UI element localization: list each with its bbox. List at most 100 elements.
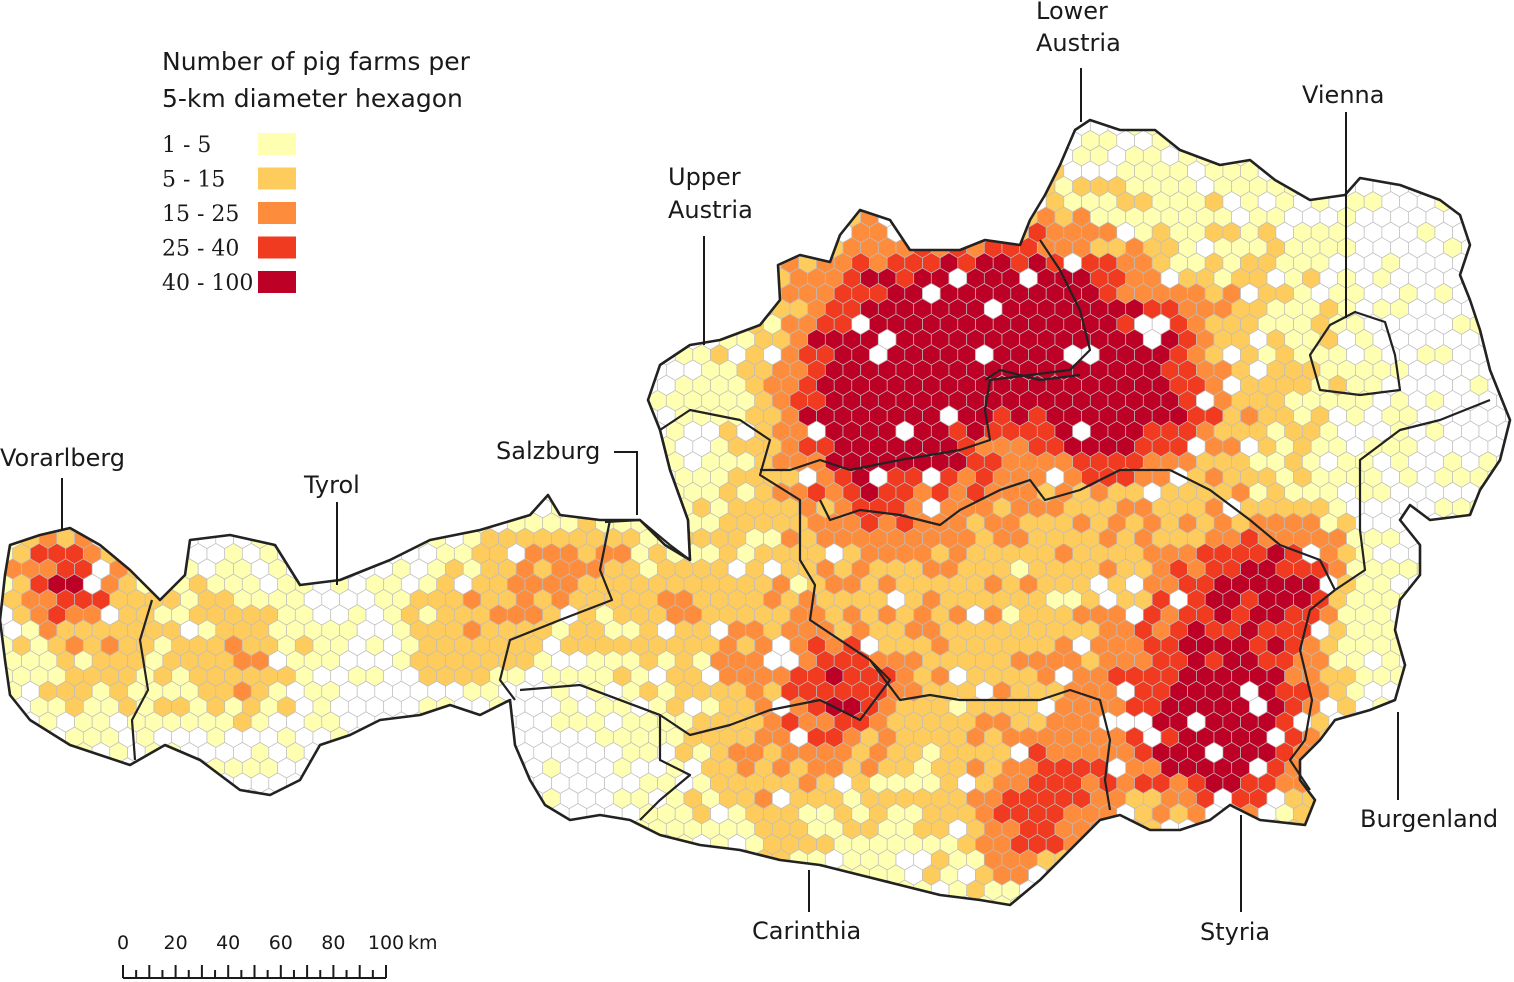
hexagon-cell bbox=[498, 129, 517, 152]
hexagon-cell bbox=[197, 435, 217, 458]
hexagon-cell bbox=[12, 390, 31, 412]
hexagon-cell bbox=[1346, 772, 1365, 794]
hexagon-cell bbox=[498, 221, 517, 244]
hexagon-cell bbox=[1478, 206, 1498, 228]
hexagon-cell bbox=[427, 741, 446, 764]
hexagon-cell bbox=[533, 405, 552, 427]
hexagon-cell bbox=[621, 160, 641, 182]
hexagon-cell bbox=[56, 160, 75, 182]
hexagon-cell bbox=[29, 818, 49, 840]
hexagon-cell bbox=[206, 328, 226, 351]
hexagon-cell bbox=[1178, 120, 1197, 136]
hexagon-cell bbox=[188, 818, 208, 840]
hexagon-cell bbox=[374, 252, 393, 274]
hexagon-cell bbox=[568, 282, 588, 305]
hexagon-cell bbox=[312, 298, 332, 320]
hexagon-cell bbox=[498, 803, 517, 825]
hexagon-cell bbox=[100, 298, 120, 320]
hexagon-cell bbox=[1434, 741, 1453, 764]
hexagon-cell bbox=[109, 191, 128, 213]
hexagon-cell bbox=[1337, 879, 1356, 901]
hexagon-cell bbox=[29, 237, 49, 259]
hexagon-cell bbox=[1293, 129, 1312, 152]
hexagon-cell bbox=[233, 129, 252, 152]
hexagon-cell bbox=[577, 145, 597, 167]
hexagon-cell bbox=[630, 267, 650, 289]
hexagon-cell bbox=[91, 374, 111, 397]
hexagon-cell bbox=[268, 405, 287, 427]
hexagon-cell bbox=[621, 374, 641, 397]
hexagon-cell bbox=[74, 221, 93, 244]
hexagon-cell bbox=[1028, 129, 1047, 152]
hexagon-cell bbox=[127, 160, 146, 182]
hexagon-cell bbox=[1452, 680, 1471, 703]
hexagon-cell bbox=[0, 849, 14, 871]
hexagon-cell bbox=[630, 849, 650, 871]
hexagon-cell bbox=[118, 512, 137, 534]
hexagon-cell bbox=[144, 160, 164, 182]
hexagon-cell bbox=[356, 772, 376, 794]
hexagon-cell bbox=[436, 328, 455, 351]
hexagon-cell bbox=[657, 120, 676, 121]
hexagon-cell bbox=[1028, 894, 1047, 905]
hexagon-cell bbox=[568, 833, 588, 856]
hexagon-cell bbox=[1310, 894, 1330, 905]
hexagon-cell bbox=[153, 481, 173, 504]
hexagon-cell bbox=[886, 894, 906, 905]
hexagon-cell bbox=[489, 818, 508, 840]
hexagon-cell bbox=[621, 864, 641, 886]
hexagon-cell bbox=[1425, 757, 1445, 779]
hexagon-cell bbox=[268, 374, 287, 397]
hexagon-cell bbox=[1275, 129, 1294, 152]
hexagon-cell bbox=[100, 818, 120, 840]
hexagon-cell bbox=[489, 206, 508, 228]
hexagon-cell bbox=[1081, 120, 1100, 121]
hexagon-cell bbox=[259, 120, 279, 136]
hexagon-cell bbox=[268, 833, 287, 856]
hexagon-cell bbox=[153, 328, 173, 351]
hexagon-cell bbox=[1372, 757, 1392, 779]
hexagon-cell bbox=[1505, 772, 1510, 794]
hexagon-cell bbox=[241, 175, 261, 198]
hexagon-cell bbox=[0, 120, 14, 136]
hexagon-cell bbox=[224, 359, 243, 381]
hexagon-cell bbox=[277, 818, 296, 840]
hexagon-cell bbox=[91, 191, 111, 213]
hexagon-cell bbox=[135, 298, 155, 320]
hexagon-cell bbox=[65, 757, 84, 779]
hexagon-cell bbox=[374, 435, 393, 458]
hexagon-cell bbox=[471, 328, 491, 351]
hexagon-cell bbox=[515, 160, 535, 182]
hexagon-cell bbox=[286, 864, 305, 886]
hexagon-cell bbox=[780, 894, 800, 905]
hexagon-cell bbox=[621, 894, 641, 905]
hexagon-cell bbox=[436, 237, 455, 259]
hexagon-cell bbox=[1416, 619, 1436, 641]
hexagon-cell bbox=[135, 328, 155, 351]
hexagon-cell bbox=[745, 282, 764, 305]
hexagon-cell bbox=[109, 803, 128, 825]
hexagon-cell bbox=[462, 894, 482, 905]
hexagon-cell bbox=[498, 466, 517, 488]
hexagon-cell bbox=[427, 864, 446, 886]
hexagon-cell bbox=[1363, 741, 1383, 764]
hexagon-cell bbox=[506, 481, 526, 504]
hexagon-cell bbox=[506, 175, 526, 198]
hexagon-cell bbox=[109, 282, 128, 305]
hexagon-cell bbox=[21, 894, 40, 905]
hexagon-cell bbox=[241, 328, 261, 351]
hexagon-cell bbox=[233, 160, 252, 182]
hexagon-cell bbox=[771, 879, 791, 901]
hexagon-cell bbox=[1461, 145, 1480, 167]
hexagon-cell bbox=[303, 344, 323, 366]
hexagon-cell bbox=[1240, 833, 1259, 856]
hexagon-cell bbox=[3, 405, 22, 427]
hexagon-cell bbox=[807, 120, 826, 136]
hexagon-cell bbox=[224, 420, 243, 442]
hexagon-cell bbox=[1160, 879, 1180, 901]
hexagon-cell bbox=[1496, 206, 1510, 228]
hexagon-cell bbox=[1302, 757, 1321, 779]
hexagon-cell bbox=[197, 374, 217, 397]
hexagon-cell bbox=[1461, 120, 1480, 136]
hexagon-cell bbox=[922, 129, 941, 152]
